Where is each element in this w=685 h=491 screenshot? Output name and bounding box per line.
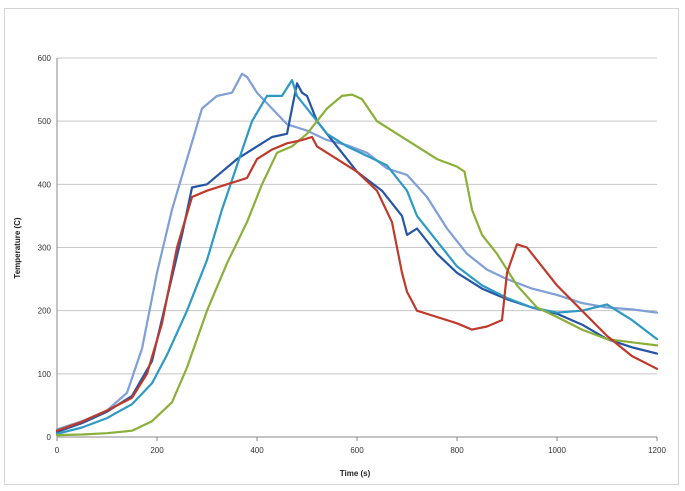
y-tick-label: 300 bbox=[38, 244, 52, 253]
x-tick-label: 0 bbox=[55, 446, 60, 455]
y-axis-title: Temperature (C) bbox=[13, 217, 22, 279]
series-line-5 bbox=[55, 135, 659, 432]
series-line-4 bbox=[55, 93, 659, 437]
x-tick-label: 400 bbox=[250, 446, 264, 455]
series-group bbox=[55, 72, 659, 437]
series-line-2 bbox=[55, 82, 659, 433]
y-tick-labels: 0 100 200 300 400 500 600 bbox=[38, 54, 52, 442]
x-tick-label: 200 bbox=[150, 446, 164, 455]
x-axis-title: Time (s) bbox=[340, 469, 371, 478]
series-line-1 bbox=[55, 72, 659, 431]
x-tick-label: 600 bbox=[350, 446, 364, 455]
y-tick-label: 600 bbox=[38, 54, 52, 63]
y-tick-label: 400 bbox=[38, 180, 52, 189]
x-tick-label: 800 bbox=[450, 446, 464, 455]
x-tick-labels: 0 200 400 600 800 1000 1200 bbox=[55, 437, 666, 455]
y-tick-label: 500 bbox=[38, 117, 52, 126]
x-tick-label: 1200 bbox=[648, 446, 666, 455]
y-tick-label: 100 bbox=[38, 370, 52, 379]
y-tick-label: 0 bbox=[47, 433, 52, 442]
series-line-3 bbox=[55, 79, 659, 435]
y-tick-label: 200 bbox=[38, 307, 52, 316]
x-tick-label: 1000 bbox=[548, 446, 566, 455]
